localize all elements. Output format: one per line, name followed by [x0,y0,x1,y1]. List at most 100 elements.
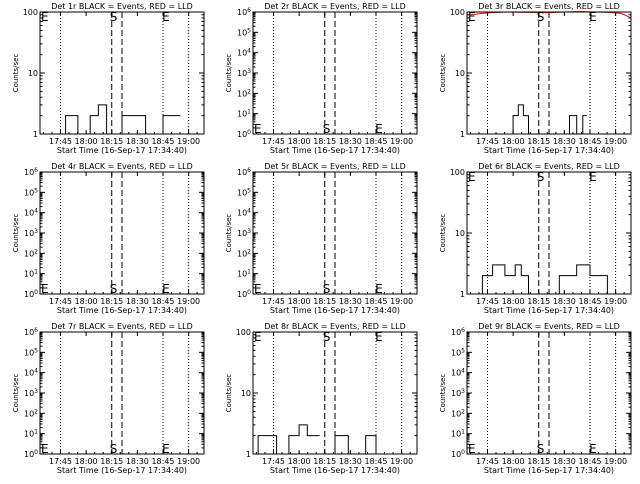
y-tick-label: 106 [451,327,465,337]
x-axis-label: Start Time (16-Sep-17 17:34:40) [57,306,187,315]
x-tick-label: 19:00 [604,297,627,306]
y-tick-exponent: 1 [247,109,251,116]
y-tick-label: 10 [28,69,38,78]
y-tick-label: 103 [237,68,251,78]
x-tick-label: 18:15 [313,457,336,466]
start-edge-marker-e: E [254,330,262,344]
x-tick-label: 18:15 [527,457,550,466]
x-tick-label: 18:00 [75,457,98,466]
y-tick-label: 104 [237,48,251,58]
x-tick-label: 18:00 [288,297,311,306]
y-tick-label: 102 [24,248,38,258]
y-tick-label: 102 [451,408,465,418]
y-tick-label: 100 [23,8,38,17]
y-tick-exponent: 3 [34,228,38,235]
start-edge-marker-e: E [468,10,476,24]
end-marker-e: E [162,282,170,296]
x-tick-label: 19:00 [604,137,627,146]
y-tick-exponent: 5 [247,27,251,34]
y-tick-exponent: 1 [247,269,251,276]
y-tick-label: 105 [451,347,465,357]
y-tick-exponent: 2 [247,88,251,95]
start-marker-s: S [537,442,545,456]
x-tick-label: 18:00 [288,457,311,466]
y-tick-label: 103 [24,388,38,398]
y-tick-label: 101 [451,429,465,439]
y-tick-label: 102 [24,408,38,418]
x-tick-label: 19:00 [177,137,200,146]
panel-title: Det 2r BLACK = Events, RED = LLD [264,2,406,11]
start-marker-s: S [110,442,118,456]
y-tick-label: 10 [241,389,251,398]
y-tick-exponent: 2 [34,408,38,415]
x-tick-label: 17:45 [262,137,285,146]
events-series-line [121,115,181,135]
panel-title: Det 6r BLACK = Events, RED = LLD [478,162,620,171]
x-axis-label: Start Time (16-Sep-17 17:34:40) [270,466,400,475]
start-edge-marker-e: E [41,442,49,456]
x-tick-label: 19:00 [390,137,413,146]
y-tick-label: 100 [237,289,251,299]
start-edge-marker-e: E [468,170,476,184]
y-tick-exponent: 1 [34,429,38,436]
y-axis-label: Counts/sec [439,214,447,253]
y-tick-label: 100 [24,289,38,299]
x-tick-label: 17:45 [262,297,285,306]
y-tick-label: 105 [24,347,38,357]
y-tick-label: 105 [237,187,251,197]
start-edge-marker-e: E [468,442,476,456]
x-tick-label: 19:00 [390,457,413,466]
y-tick-label: 104 [451,368,465,378]
x-tick-label: 18:15 [100,137,123,146]
y-tick-label: 102 [237,248,251,258]
y-tick-exponent: 3 [247,68,251,75]
y-tick-exponent: 1 [34,269,38,276]
x-tick-label: 18:30 [553,457,576,466]
y-tick-label: 10 [455,229,465,238]
start-edge-marker-e: E [254,122,262,136]
y-tick-exponent: 0 [34,449,38,456]
y-tick-exponent: 3 [247,228,251,235]
y-tick-exponent: 0 [34,289,38,296]
y-tick-exponent: 5 [34,347,38,354]
x-tick-label: 18:30 [126,457,149,466]
x-tick-label: 17:45 [262,457,285,466]
y-tick-exponent: 2 [461,408,465,415]
x-tick-label: 18:45 [151,297,174,306]
y-tick-label: 10 [455,69,465,78]
y-tick-label: 100 [450,8,465,17]
x-tick-label: 18:15 [313,137,336,146]
x-tick-label: 17:45 [49,297,72,306]
y-tick-exponent: 6 [34,327,38,334]
start-marker-s: S [323,282,331,296]
events-series-line [257,424,320,455]
start-marker-s: S [537,10,545,24]
end-marker-e: E [162,10,170,24]
y-axis-label: Counts/sec [225,374,233,413]
y-tick-label: 1 [460,130,465,139]
start-marker-s: S [537,170,545,184]
y-tick-exponent: 5 [247,187,251,194]
x-tick-label: 18:00 [288,137,311,146]
y-tick-exponent: 4 [34,368,38,375]
end-marker-e: E [375,282,383,296]
y-tick-label: 1 [246,450,251,459]
y-tick-exponent: 4 [461,368,465,375]
x-tick-label: 17:45 [476,457,499,466]
x-tick-label: 19:00 [177,297,200,306]
y-tick-label: 101 [237,269,251,279]
y-tick-label: 103 [451,388,465,398]
x-tick-label: 18:45 [364,457,387,466]
x-tick-label: 18:45 [578,297,601,306]
y-tick-label: 105 [237,27,251,37]
x-tick-label: 18:15 [100,297,123,306]
y-tick-exponent: 6 [247,167,251,174]
events-series-line [569,115,587,135]
x-tick-label: 17:45 [476,297,499,306]
end-marker-e: E [589,170,597,184]
